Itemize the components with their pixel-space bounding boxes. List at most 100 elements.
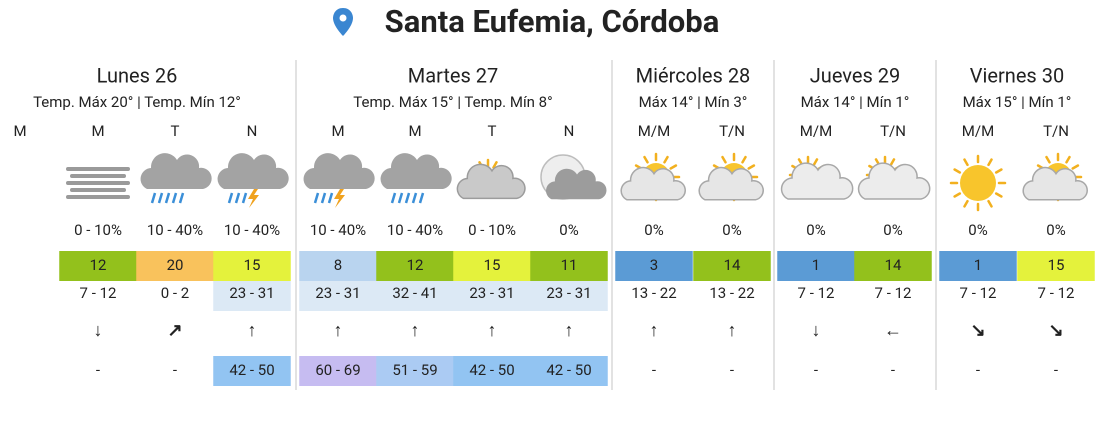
precip-prob: 0 - 10%	[74, 221, 122, 239]
bolt	[248, 189, 259, 208]
cloud	[303, 153, 375, 189]
period-label: M/M	[962, 122, 994, 140]
wind-direction: ↑	[488, 320, 497, 341]
sun-ray	[953, 192, 962, 198]
wind-speed: 13 - 22	[631, 284, 676, 302]
sun-ray	[663, 155, 669, 164]
sun-ray	[994, 168, 1003, 174]
sun-ray	[1065, 155, 1071, 164]
wind-gust: -	[730, 361, 734, 379]
cell-bg	[615, 251, 693, 281]
period-label: M	[91, 122, 104, 140]
weather-icon	[857, 155, 931, 200]
temperature: 12	[407, 256, 424, 274]
wind-speed: 0 - 2	[161, 284, 189, 302]
wind-speed: 23 - 31	[229, 284, 274, 302]
wind-direction: ↗	[167, 320, 182, 341]
sun-ray	[1045, 155, 1051, 164]
wind-direction: ↑	[650, 320, 659, 341]
temperature: 15	[244, 256, 261, 274]
wind-speed: 7 - 12	[1038, 284, 1075, 302]
cell-bg	[530, 356, 608, 386]
sun-ray	[669, 164, 678, 170]
temperature: 12	[90, 256, 107, 274]
sun-ray	[1071, 164, 1080, 170]
wind-direction: ↑	[248, 320, 257, 341]
sun-ray	[741, 155, 747, 164]
rain-drop	[411, 192, 418, 204]
cell-bg	[530, 251, 608, 281]
weather-icon	[1022, 152, 1088, 202]
cell-bg	[939, 251, 1017, 281]
temperature: 15	[484, 256, 501, 274]
wind-direction: ↑	[334, 320, 343, 341]
precip-prob: 0%	[559, 221, 578, 239]
precip-prob: 10 - 40%	[224, 221, 280, 239]
temperature: 20	[167, 256, 184, 274]
rain-drop	[313, 192, 320, 204]
cell-bg	[136, 251, 214, 281]
wind-direction: ↓	[812, 320, 821, 341]
wind-speed: 7 - 12	[875, 284, 912, 302]
cell-bg	[530, 281, 608, 311]
sun-ray	[987, 158, 993, 167]
precip-prob: 10 - 40%	[387, 221, 443, 239]
wind-direction: ↓	[94, 320, 103, 341]
rain-drop	[320, 192, 327, 204]
precip-prob: 10 - 40%	[310, 221, 366, 239]
wind-gust: 42 - 50	[229, 361, 274, 379]
period-label: M	[408, 122, 421, 140]
period-label: T	[171, 122, 180, 140]
cell-bg	[376, 251, 454, 281]
period-label: N	[564, 122, 575, 140]
cloud	[456, 163, 526, 200]
day-name: Martes 27	[408, 63, 499, 87]
precip-prob: 0%	[883, 221, 902, 239]
cell-bg	[376, 281, 454, 311]
precip-prob: 0%	[722, 221, 741, 239]
temperature: 1	[812, 256, 820, 274]
period-label: M	[331, 122, 344, 140]
weather-icon	[303, 153, 375, 208]
weather-icon	[780, 155, 854, 200]
day-name: Viernes 30	[970, 63, 1064, 87]
wind-gust: -	[652, 361, 656, 379]
period-label: T/N	[719, 122, 745, 140]
sun-ray	[747, 164, 756, 170]
day-summary: Máx 14° | Mín 1°	[801, 93, 910, 111]
wind-gust: -	[891, 361, 895, 379]
wind-speed: 7 - 12	[80, 284, 117, 302]
wind-gust: 60 - 69	[315, 361, 360, 379]
wind-direction: ↑	[728, 320, 737, 341]
cell-bg	[213, 356, 291, 386]
precip-prob: 0%	[806, 221, 825, 239]
day-summary: Máx 15° | Mín 1°	[963, 93, 1072, 111]
cell-bg	[693, 251, 771, 281]
precip-prob: 0 - 10%	[468, 221, 516, 239]
location-title: Santa Eufemia, Córdoba	[385, 3, 720, 40]
day-summary: Temp. Máx 20° | Temp. Mín 12°	[33, 93, 241, 111]
sun-ray	[812, 158, 819, 166]
wind-direction: ←	[884, 320, 902, 341]
rain-drop	[178, 192, 185, 204]
weather-icon	[140, 153, 212, 204]
wind-gust: -	[96, 361, 100, 379]
weather-icon	[620, 152, 686, 202]
wind-speed: 32 - 41	[392, 284, 437, 302]
sun	[960, 165, 996, 201]
wind-speed: 13 - 22	[709, 284, 754, 302]
wind-speed: 23 - 31	[469, 284, 514, 302]
sun-ray	[963, 158, 969, 167]
location-pin	[333, 8, 353, 36]
rain-drop	[241, 192, 248, 204]
temperature: 14	[885, 256, 902, 274]
cloud	[780, 162, 854, 200]
cloud	[140, 153, 212, 189]
rain-drop	[227, 192, 234, 204]
cell-bg	[213, 281, 291, 311]
cloud	[857, 162, 931, 200]
temperature: 14	[724, 256, 741, 274]
cell-bg	[299, 251, 377, 281]
wind-speed: 7 - 12	[798, 284, 835, 302]
